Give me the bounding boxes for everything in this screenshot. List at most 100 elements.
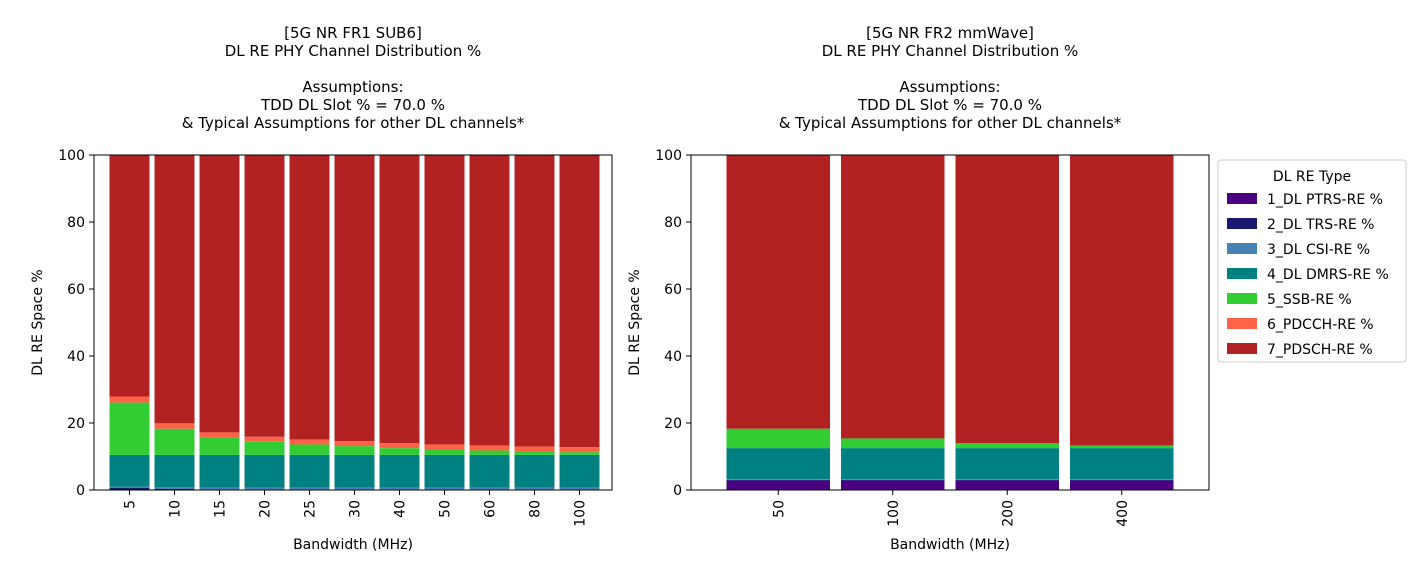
chart-title-line: Assumptions: <box>302 78 403 96</box>
bar-segment <box>559 454 600 488</box>
legend-entry-label: 4_DL DMRS-RE % <box>1267 267 1389 283</box>
bar-segment <box>559 452 600 455</box>
y-tick-label: 0 <box>76 483 85 499</box>
bar-segment <box>154 155 195 424</box>
bar-segment <box>559 155 600 448</box>
bar-segment <box>726 479 830 480</box>
bar-segment <box>334 441 375 447</box>
legend-title: DL RE Type <box>1273 169 1351 185</box>
chart-panel-fr1: [5G NR FR1 SUB6]DL RE PHY Channel Distri… <box>30 24 613 553</box>
bar-segment <box>424 454 465 488</box>
bar-segment <box>469 445 510 451</box>
bar-segment <box>334 446 375 455</box>
bar-segment <box>841 480 945 490</box>
bar-segment <box>334 155 375 442</box>
y-tick-label: 60 <box>67 282 85 298</box>
x-tick-label: 50 <box>771 500 787 518</box>
bar-segment <box>154 454 195 488</box>
y-tick-label: 40 <box>67 349 85 365</box>
x-axis-label: Bandwidth (MHz) <box>293 537 413 553</box>
bar-segment <box>379 443 420 449</box>
bar-segment <box>424 449 465 455</box>
bar-segment <box>1070 479 1174 481</box>
chart-title-line: & Typical Assumptions for other DL chann… <box>779 114 1122 132</box>
legend-box <box>1217 159 1407 363</box>
legend-entry-label: 2_DL TRS-RE % <box>1267 217 1374 233</box>
bar-segment <box>244 436 285 442</box>
bar-segment <box>244 441 285 455</box>
bar-segment <box>289 439 330 445</box>
x-tick-label: 100 <box>886 500 902 527</box>
bar-segment <box>424 155 465 445</box>
bar-segment <box>199 432 240 438</box>
bar-segment <box>199 454 240 488</box>
legend-swatch <box>1227 218 1257 229</box>
chart-title-line: [5G NR FR1 SUB6] <box>284 24 422 42</box>
bar-segment <box>726 155 830 429</box>
bar-segment <box>1070 479 1174 480</box>
x-tick-label: 400 <box>1115 500 1131 527</box>
bar-segment <box>199 487 240 490</box>
bar-segment <box>109 155 150 397</box>
legend-entry-label: 3_DL CSI-RE % <box>1267 242 1370 258</box>
legend-swatch <box>1227 193 1257 204</box>
bar-segment <box>244 454 285 488</box>
bar-segment <box>469 487 510 490</box>
bar-segment <box>1070 155 1174 446</box>
bar-segment <box>109 402 150 455</box>
bar-segment <box>841 155 945 439</box>
chart-panel-fr2: [5G NR FR2 mmWave]DL RE PHY Channel Dist… <box>627 24 1210 553</box>
bar-segment <box>334 487 375 490</box>
bar-segment <box>955 443 1059 449</box>
plot-frame <box>93 154 613 491</box>
bar-segment <box>379 448 420 455</box>
bar-segment <box>244 487 285 490</box>
legend-swatch <box>1227 318 1257 329</box>
bar-segment <box>955 480 1059 490</box>
bar-segment <box>559 487 600 490</box>
bar-segment <box>154 487 195 489</box>
legend-swatch <box>1227 343 1257 354</box>
chart-title-line: & Typical Assumptions for other DL chann… <box>182 114 525 132</box>
bar-segment <box>1070 448 1174 480</box>
bar-segment <box>514 454 555 488</box>
x-tick-label: 40 <box>393 500 409 518</box>
bar-segment <box>955 448 1059 480</box>
chart-title-line: DL RE PHY Channel Distribution % <box>822 42 1078 60</box>
x-tick-label: 50 <box>438 500 454 518</box>
bar-segment <box>199 437 240 455</box>
bar-segment <box>1070 445 1174 449</box>
bar-segment <box>955 155 1059 444</box>
legend-swatch <box>1227 293 1257 304</box>
y-tick-label: 100 <box>655 148 682 164</box>
bar-segment <box>726 480 830 490</box>
bar-segment <box>559 447 600 453</box>
x-axis-label: Bandwidth (MHz) <box>890 537 1010 553</box>
x-tick-label: 15 <box>213 500 229 518</box>
bar-segment <box>289 155 330 440</box>
y-tick-label: 60 <box>664 282 682 298</box>
legend-entry-label: 7_PDSCH-RE % <box>1267 342 1373 358</box>
bar-segment <box>334 454 375 488</box>
bar-segment <box>955 479 1059 480</box>
x-tick-label: 5 <box>123 500 139 509</box>
bar-segment <box>244 155 285 437</box>
bar-segment <box>109 396 150 403</box>
bar-segment <box>841 438 945 449</box>
bar-segment <box>1070 480 1174 490</box>
bar-segment <box>469 155 510 446</box>
chart-title-line: Assumptions: <box>899 78 1000 96</box>
y-tick-label: 80 <box>664 215 682 231</box>
plot-frame <box>690 154 1210 491</box>
bar-segment <box>424 444 465 450</box>
legend-swatch <box>1227 268 1257 279</box>
bar-segment <box>109 454 150 487</box>
bar-segment <box>109 487 150 490</box>
x-tick-label: 200 <box>1000 500 1016 527</box>
y-tick-label: 20 <box>67 416 85 432</box>
chart-title-line: [5G NR FR2 mmWave] <box>866 24 1034 42</box>
x-tick-label: 25 <box>303 500 319 518</box>
y-axis-label: DL RE Space % <box>627 269 643 375</box>
x-tick-label: 80 <box>528 500 544 518</box>
